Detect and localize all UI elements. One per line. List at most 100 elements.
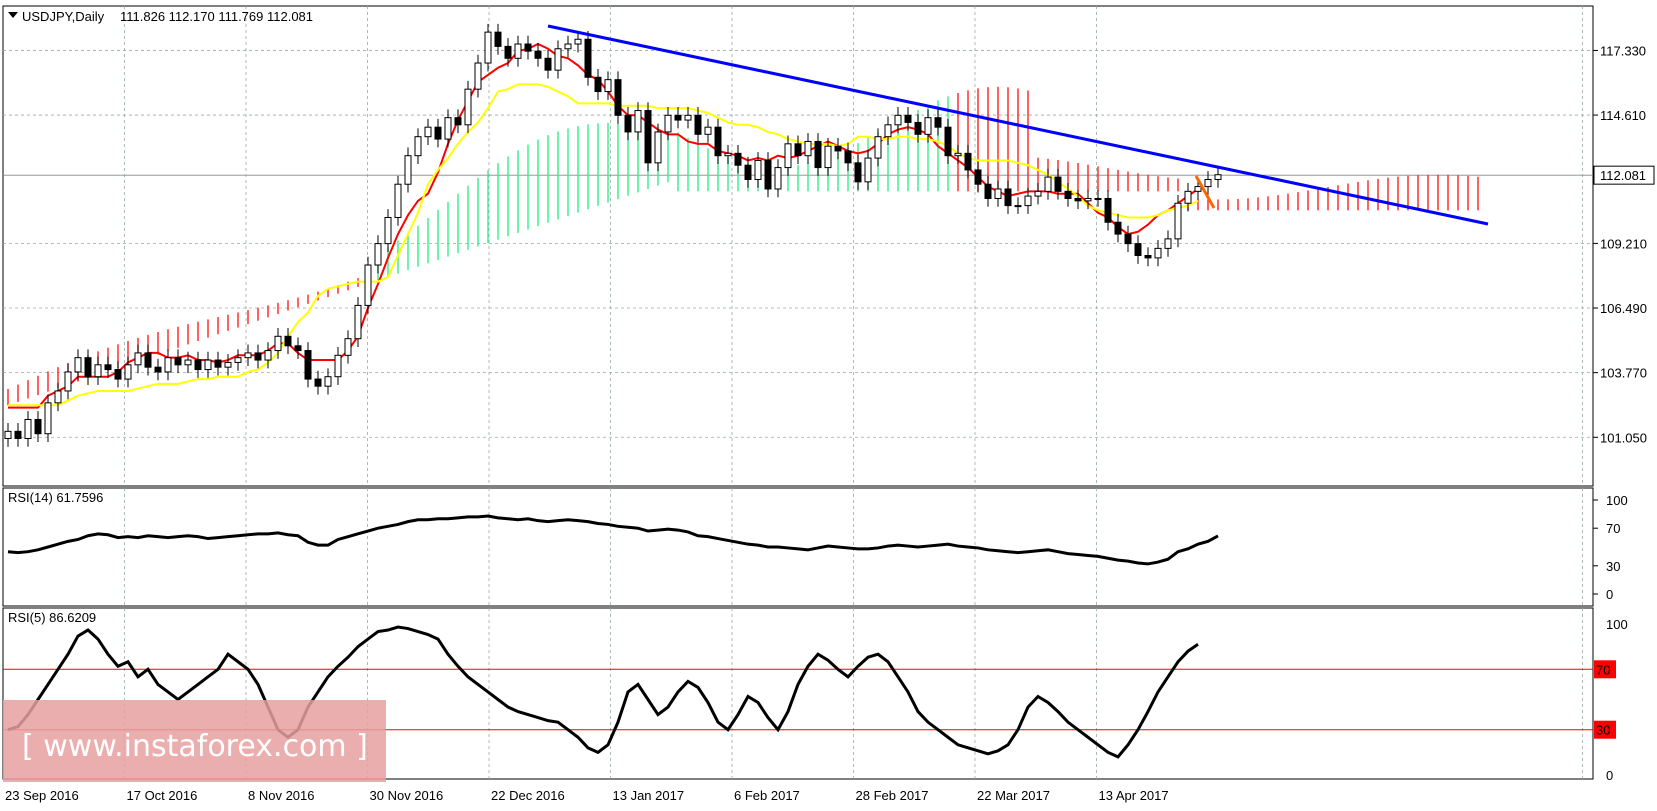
candle-down xyxy=(194,359,202,371)
rsi5-ref-badge xyxy=(1594,720,1616,739)
candle-up xyxy=(894,114,902,126)
candle-down xyxy=(284,335,292,347)
current-price-box xyxy=(1593,165,1655,185)
candle-up xyxy=(44,402,52,435)
x-tick-label: 13 Apr 2017 xyxy=(1099,788,1169,803)
chart-symbol: USDJPY,Daily xyxy=(22,9,105,24)
candle-down xyxy=(764,159,772,190)
candle-down xyxy=(944,126,952,157)
candle-up xyxy=(124,364,132,380)
candle-down xyxy=(1004,188,1012,207)
candle-up xyxy=(1094,197,1102,200)
candle-up xyxy=(1194,186,1202,192)
candle-up xyxy=(554,48,562,71)
candle-down xyxy=(144,352,152,368)
candle-down xyxy=(904,114,912,123)
candle-up xyxy=(924,117,932,135)
candle-down xyxy=(504,45,512,59)
candle-up xyxy=(334,354,342,378)
x-tick-label: 17 Oct 2016 xyxy=(127,788,198,803)
chart-ohlc: 111.826 112.170 111.769 112.081 xyxy=(120,9,313,24)
rsi5-level-label: 30 xyxy=(1596,723,1610,738)
candle-up xyxy=(1024,195,1032,207)
candle-up xyxy=(244,352,252,359)
x-tick-label: 22 Mar 2017 xyxy=(977,788,1050,803)
candle-up xyxy=(184,359,192,366)
candle-up xyxy=(864,157,872,183)
candle-down xyxy=(314,378,322,387)
candle-up xyxy=(1214,174,1222,180)
candle-down xyxy=(104,364,112,371)
candle-up xyxy=(444,117,452,140)
candle-down xyxy=(544,57,552,71)
candle-down xyxy=(14,430,22,439)
candle-down xyxy=(914,121,922,135)
candle-up xyxy=(1044,176,1052,192)
candle-down xyxy=(454,117,462,126)
candle-up xyxy=(384,216,392,245)
candle-up xyxy=(874,136,882,159)
candle-down xyxy=(584,38,592,78)
current-price-label: 112.081 xyxy=(1600,168,1646,183)
candle-up xyxy=(274,335,282,352)
rsi14-level-label: 70 xyxy=(1606,521,1620,536)
candle-down xyxy=(964,152,972,171)
candle-down xyxy=(294,345,302,352)
candle-up xyxy=(54,390,62,404)
x-tick-label: 13 Jan 2017 xyxy=(613,788,685,803)
candle-up xyxy=(994,188,1002,199)
candle-up xyxy=(474,62,482,90)
candle-up xyxy=(804,140,812,157)
rsi5-level-label: 70 xyxy=(1596,662,1610,677)
x-tick-label: 8 Nov 2016 xyxy=(248,788,315,803)
tenkan-sen-line xyxy=(8,42,1199,409)
candle-down xyxy=(614,79,622,116)
candle-down xyxy=(1114,221,1122,235)
x-tick-label: 22 Dec 2016 xyxy=(491,788,565,803)
candle-up xyxy=(234,357,242,363)
grid xyxy=(3,6,1593,779)
rsi5-line xyxy=(7,625,1199,759)
candle-up xyxy=(264,350,272,361)
candle-down xyxy=(1134,243,1142,257)
candle-up xyxy=(634,110,642,133)
candle-up xyxy=(374,243,382,266)
rsi5-ref-badge xyxy=(1594,660,1616,679)
rsi14-pane-frame xyxy=(2,487,1594,607)
rsi5-level-label: 0 xyxy=(1606,768,1613,783)
rsi14-line xyxy=(7,514,1219,566)
candle-down xyxy=(494,31,502,47)
candle-up xyxy=(564,43,572,50)
candle-up xyxy=(164,357,172,373)
menu-triangle-icon[interactable] xyxy=(8,12,18,18)
candle-up xyxy=(24,418,32,439)
candle-down xyxy=(154,366,162,373)
candle-down xyxy=(984,183,992,199)
candle-down xyxy=(34,418,42,435)
candle-up xyxy=(204,359,212,371)
candle-up xyxy=(954,152,962,157)
trend-overlays xyxy=(547,24,1489,226)
rsi5-pane-frame xyxy=(2,607,1594,780)
candle-up xyxy=(414,136,422,157)
candle-up xyxy=(684,114,692,121)
candle-down xyxy=(304,350,312,380)
candle-up xyxy=(64,371,72,392)
candle-up xyxy=(404,155,412,185)
kijun-sen-line xyxy=(8,83,1199,407)
candles xyxy=(4,23,1222,447)
rsi5-label: RSI(5) 86.6209 xyxy=(8,610,96,625)
x-tick-label: 30 Nov 2016 xyxy=(370,788,444,803)
candle-up xyxy=(654,131,662,164)
rsi14-level-label: 100 xyxy=(1606,493,1628,508)
rsi-panes: 100 70 30 0 100 70 30 0 xyxy=(3,493,1628,783)
candle-down xyxy=(1074,197,1082,202)
price-label: 109.210 xyxy=(1600,236,1647,251)
candle-down xyxy=(744,164,752,180)
x-tick-label: 28 Feb 2017 xyxy=(856,788,929,803)
candle-down xyxy=(714,126,722,157)
candle-down xyxy=(594,76,602,93)
rsi14-level-label: 30 xyxy=(1606,559,1620,574)
projection-arrow xyxy=(1194,175,1216,209)
candle-down xyxy=(84,357,92,378)
